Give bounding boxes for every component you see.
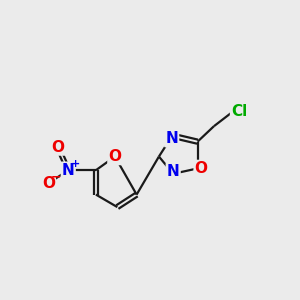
Text: O: O [108, 149, 122, 164]
Text: O: O [195, 161, 208, 176]
Text: N: N [62, 163, 75, 178]
Text: O: O [51, 140, 64, 154]
Text: −: − [50, 171, 61, 184]
Text: Cl: Cl [231, 104, 247, 119]
Text: +: + [71, 159, 80, 169]
Text: O: O [42, 176, 55, 191]
Text: N: N [167, 164, 180, 179]
Text: N: N [165, 131, 178, 146]
